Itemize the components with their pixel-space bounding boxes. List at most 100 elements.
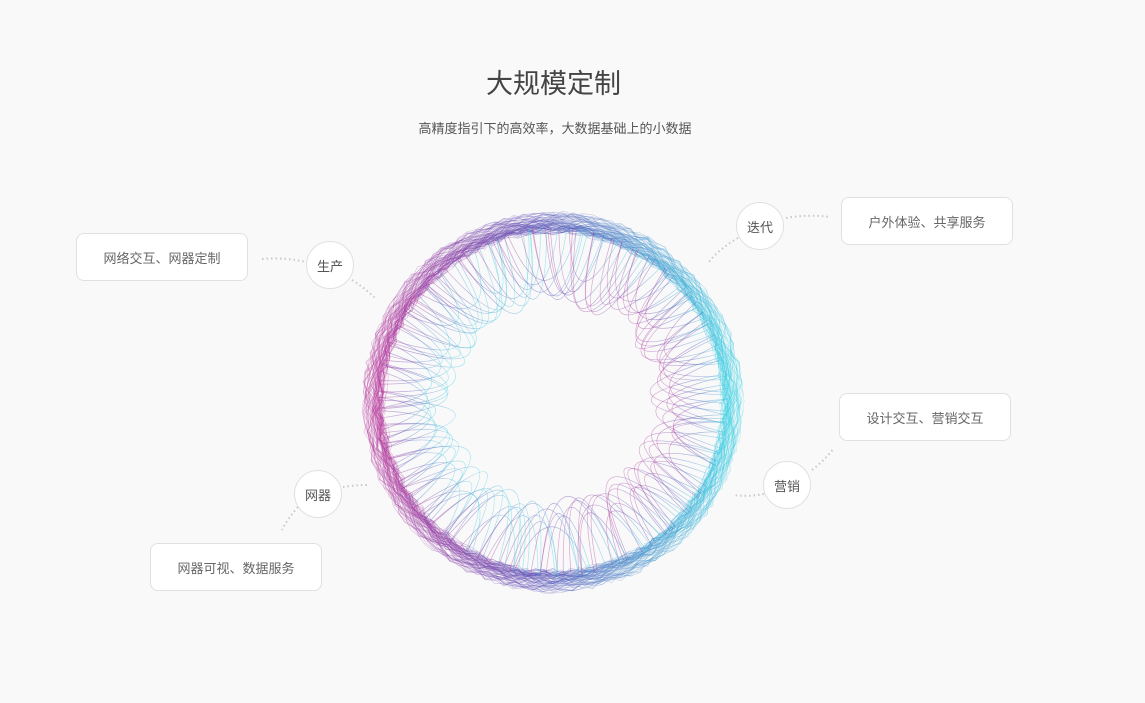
sphere-petal <box>405 466 481 539</box>
sphere-ring <box>376 224 730 580</box>
sphere-petal <box>556 506 608 578</box>
sphere-petal <box>599 237 655 305</box>
sphere-petal <box>387 445 471 521</box>
production-node[interactable]: 生产 <box>306 241 354 289</box>
iteration-node[interactable]: 迭代 <box>736 202 784 250</box>
production-description-box: 网络交互、网器定制 <box>76 233 248 281</box>
iteration-description-box: 户外体验、共享服务 <box>841 197 1013 245</box>
sphere-petal <box>572 228 631 309</box>
sphere-petal <box>605 476 685 561</box>
sphere-petal <box>640 292 720 361</box>
sphere-petal <box>387 452 447 506</box>
connector-marketing-sphere <box>733 493 765 497</box>
sphere-petal <box>532 228 589 300</box>
sphere-petal <box>381 316 444 370</box>
sphere-petal <box>502 227 568 293</box>
sphere-petal <box>462 228 530 299</box>
sphere-petal <box>606 510 658 567</box>
sphere-ring <box>375 225 732 581</box>
sphere-petal <box>388 304 461 358</box>
sphere-petal <box>379 309 452 382</box>
sphere-petal <box>577 504 646 576</box>
sphere-petal <box>424 239 503 322</box>
sphere-petal <box>378 336 449 393</box>
sphere-petal <box>655 384 728 449</box>
sphere-petal <box>656 311 724 366</box>
sphere-ring <box>368 216 739 587</box>
sphere-petal <box>530 503 580 576</box>
sphere-petal <box>393 462 456 518</box>
marketing-description-box: 设计交互、营销交互 <box>839 393 1011 441</box>
sphere-petal <box>669 344 728 416</box>
sphere-petal <box>671 388 728 436</box>
sphere-petal <box>608 484 677 560</box>
sphere-petal <box>380 363 428 431</box>
sphere-petal <box>578 494 647 575</box>
sphere-petal <box>617 246 683 316</box>
sphere-petal <box>474 228 533 307</box>
sphere-petal <box>495 227 559 286</box>
sphere-petal <box>590 234 652 316</box>
sphere-petal <box>634 287 710 350</box>
sphere-petal <box>539 496 616 577</box>
sphere-petal <box>568 497 621 577</box>
sphere-petal <box>377 399 456 449</box>
sphere-ring <box>373 222 732 582</box>
sphere-petal <box>422 243 498 324</box>
sphere-petal <box>379 423 448 470</box>
sphere-petal <box>449 488 521 573</box>
sphere-ring <box>363 212 743 593</box>
sphere-petal <box>378 323 441 385</box>
sphere-petal <box>623 467 695 536</box>
sphere-petal <box>387 446 456 499</box>
sphere-ring <box>363 212 745 592</box>
sphere-petal <box>638 440 721 509</box>
sphere-petal <box>668 431 726 495</box>
sphere-petal <box>378 390 436 439</box>
sphere-petal <box>628 259 692 324</box>
connector-iteration-sphere <box>707 237 739 264</box>
sphere-petal <box>464 506 522 574</box>
sphere-petal <box>382 436 460 501</box>
sphere-petal <box>513 526 590 574</box>
sphere-ring <box>371 219 735 583</box>
sphere-petal <box>412 259 479 326</box>
sphere-petal <box>441 485 504 562</box>
sphere-petal <box>418 471 488 544</box>
sphere-petal <box>456 229 528 314</box>
device-node[interactable]: 网器 <box>294 470 342 518</box>
sphere-petal <box>608 241 671 310</box>
device-description-box: 网器可视、数据服务 <box>150 543 322 591</box>
sphere-petal <box>650 460 713 515</box>
sphere-petal <box>433 235 507 313</box>
sphere-petal <box>641 291 715 352</box>
marketing-node[interactable]: 营销 <box>763 461 811 509</box>
sphere-petal <box>488 503 558 577</box>
sphere-petal <box>539 513 584 577</box>
sphere-petal <box>444 495 512 570</box>
sphere-ring <box>376 227 729 579</box>
sphere-petal <box>562 500 621 577</box>
connector-device-box <box>281 506 299 531</box>
sphere-petal <box>627 468 698 535</box>
sphere-petal <box>378 363 449 410</box>
sphere-petal <box>382 439 443 490</box>
page-subtitle: 高精度指引下的高效率，大数据基础上的小数据 <box>418 122 692 137</box>
sphere-petal <box>378 364 448 419</box>
sphere-petal <box>380 370 430 441</box>
sphere-petal <box>429 489 488 555</box>
sphere-petal <box>668 358 727 425</box>
sphere-petal <box>378 390 432 449</box>
sphere-petal <box>442 236 507 311</box>
sphere-petal <box>378 410 438 467</box>
sphere-petal <box>378 396 436 473</box>
sphere-petal <box>383 292 450 363</box>
sphere-petal <box>672 414 728 462</box>
page-title: 大规模定制 <box>486 69 621 100</box>
sphere-petal <box>659 311 727 377</box>
sphere-petal <box>508 508 580 576</box>
connector-production-sphere <box>351 279 376 299</box>
sphere-petal <box>476 507 526 575</box>
sphere-petal <box>400 468 463 525</box>
